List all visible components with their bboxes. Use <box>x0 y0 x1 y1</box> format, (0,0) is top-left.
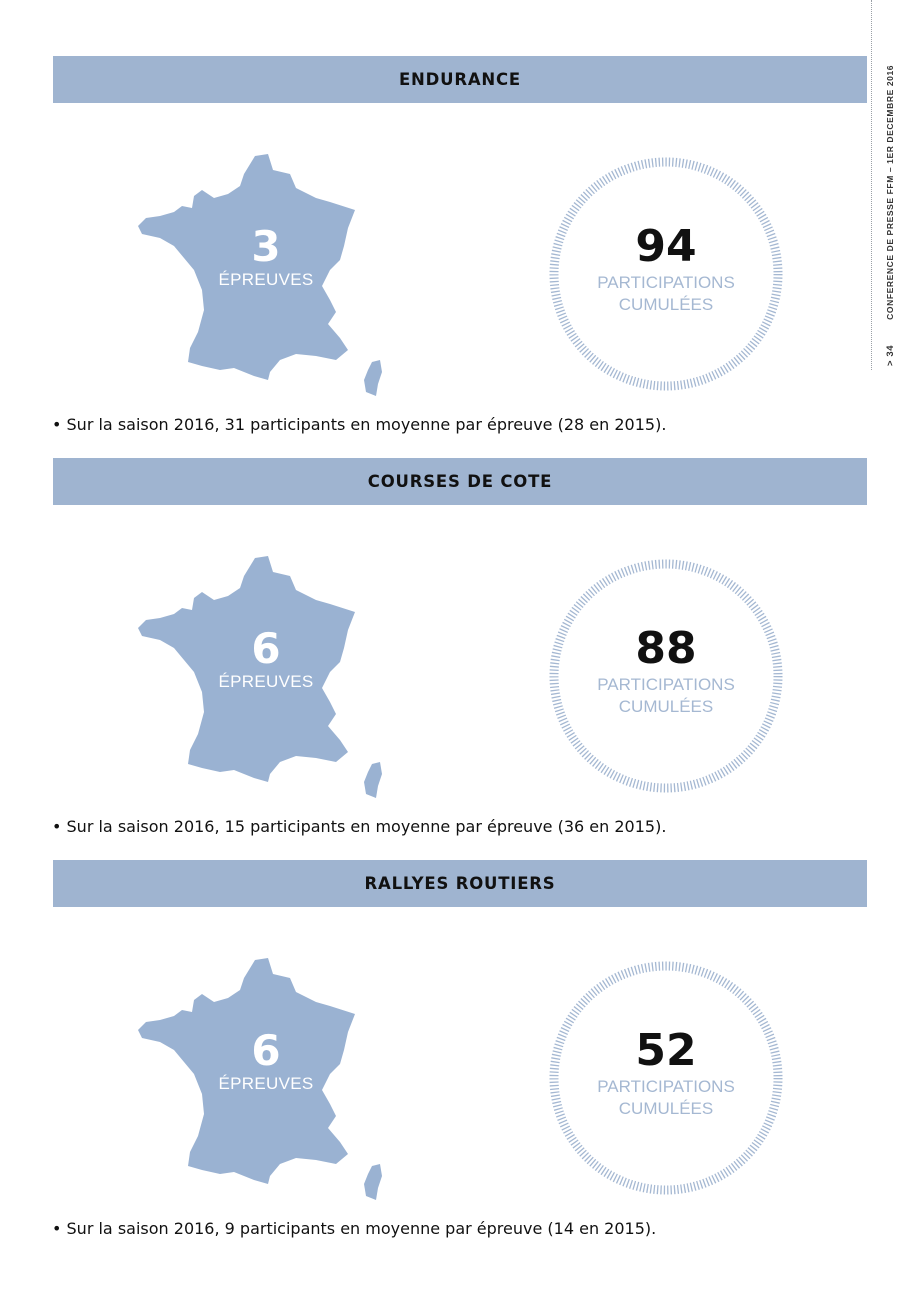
participations-label-line2: CUMULÉES <box>618 697 714 716</box>
events-label: ÉPREUVES <box>218 1074 314 1093</box>
section-endurance: ENDURANCE 3 ÉPREUVES 94 PARTICIPATIONS C… <box>0 0 919 434</box>
participations-label-line1: PARTICIPATIONS <box>597 273 735 292</box>
participations-value: 88 <box>635 623 697 674</box>
participations-label-line2: CUMULÉES <box>618 295 714 314</box>
france-map-icon <box>138 556 382 798</box>
france-map-icon <box>138 958 382 1200</box>
participations-value: 52 <box>635 1025 697 1076</box>
participations-label: PARTICIPATIONS CUMULÉES <box>566 272 766 316</box>
participations-value: 94 <box>635 221 697 272</box>
section-title: RALLYES ROUTIERS <box>364 874 556 893</box>
section-rallyes-routiers: RALLYES ROUTIERS 6 ÉPREUVES 52 PARTICIPA… <box>0 804 919 1238</box>
events-label: ÉPREUVES <box>218 672 314 691</box>
side-divider <box>871 0 872 370</box>
section-banner: COURSES DE COTE <box>53 458 867 505</box>
participations-ring <box>549 961 783 1195</box>
section-title: COURSES DE COTE <box>367 472 553 491</box>
section-title: ENDURANCE <box>398 70 522 89</box>
season-note: • Sur la saison 2016, 9 participants en … <box>52 1219 657 1238</box>
section-banner: RALLYES ROUTIERS <box>53 860 867 907</box>
events-count: 6 <box>251 1026 281 1075</box>
participations-label: PARTICIPATIONS CUMULÉES <box>566 1076 766 1120</box>
participations-ring <box>549 559 783 793</box>
participations-label-line1: PARTICIPATIONS <box>597 675 735 694</box>
participations-label-line1: PARTICIPATIONS <box>597 1077 735 1096</box>
events-label: ÉPREUVES <box>218 270 314 289</box>
season-note: • Sur la saison 2016, 15 participants en… <box>52 817 667 836</box>
participations-label-line2: CUMULÉES <box>618 1099 714 1118</box>
section-courses-de-cote: COURSES DE COTE 6 ÉPREUVES 88 PARTICIPAT… <box>0 402 919 836</box>
section-banner: ENDURANCE <box>53 56 867 103</box>
participations-ring <box>549 157 783 391</box>
events-count: 3 <box>251 222 281 271</box>
participations-label: PARTICIPATIONS CUMULÉES <box>566 674 766 718</box>
france-map-icon <box>138 154 382 396</box>
events-count: 6 <box>251 624 281 673</box>
season-note: • Sur la saison 2016, 31 participants en… <box>52 415 667 434</box>
